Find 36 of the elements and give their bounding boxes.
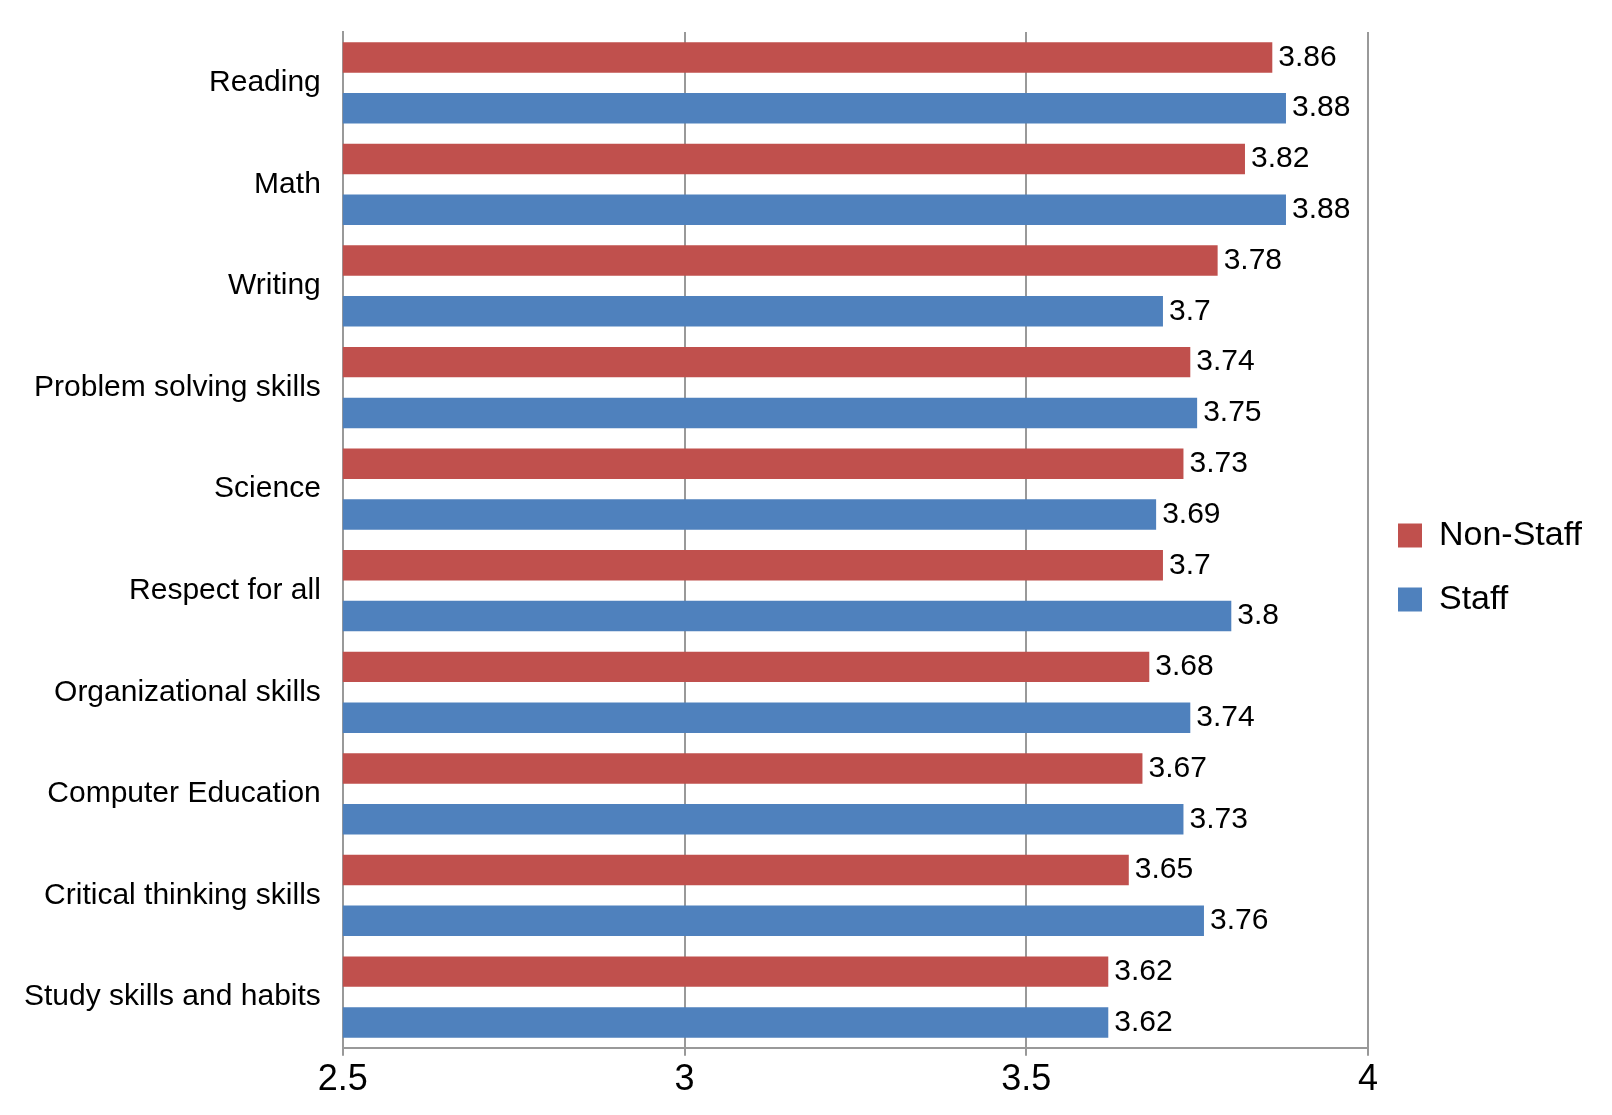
y-tick-label: Study skills and habits: [23, 978, 321, 1012]
data-label: 3.69: [1162, 495, 1221, 529]
y-tick-label: Critical thinking skills: [44, 876, 321, 910]
data-label: 3.7: [1168, 546, 1211, 580]
legend-label: Staff: [1438, 577, 1509, 616]
data-label: 3.62: [1114, 952, 1173, 986]
data-label: 3.73: [1189, 444, 1248, 478]
data-label: 3.86: [1278, 38, 1337, 72]
data-label: 3.74: [1196, 698, 1255, 732]
y-tick-label: Math: [254, 165, 321, 199]
data-label: 3.88: [1291, 191, 1351, 225]
y-tick-label: Computer Education: [47, 775, 321, 809]
data-label: 3.75: [1203, 394, 1262, 428]
x-tick-label: 3.5: [1001, 1057, 1052, 1099]
data-label: 3.76: [1209, 902, 1269, 936]
data-label: 3.74: [1196, 343, 1255, 377]
data-label: 3.82: [1250, 140, 1310, 174]
data-label: 3.78: [1223, 241, 1283, 275]
legend-label: Non-Staff: [1438, 513, 1583, 552]
y-tick-label: Writing: [228, 267, 321, 301]
y-tick-label: Reading: [209, 64, 321, 98]
data-label: 3.73: [1189, 800, 1248, 834]
data-label: 3.7: [1168, 292, 1211, 326]
data-label: 3.67: [1148, 749, 1207, 783]
y-tick-label: Respect for all: [129, 571, 321, 605]
y-tick-label: Science: [214, 470, 321, 504]
x-tick-label: 3: [674, 1057, 695, 1099]
data-label: 3.8: [1237, 597, 1280, 631]
y-tick-label: Organizational skills: [54, 673, 321, 707]
y-tick-label: Problem solving skills: [34, 368, 321, 402]
x-tick-label: 2.5: [317, 1057, 368, 1099]
data-label: 3.88: [1291, 89, 1351, 123]
data-label: 3.65: [1134, 851, 1194, 885]
data-label: 3.68: [1155, 648, 1214, 682]
x-tick-label: 4: [1357, 1057, 1379, 1099]
data-label: 3.62: [1114, 1003, 1173, 1037]
